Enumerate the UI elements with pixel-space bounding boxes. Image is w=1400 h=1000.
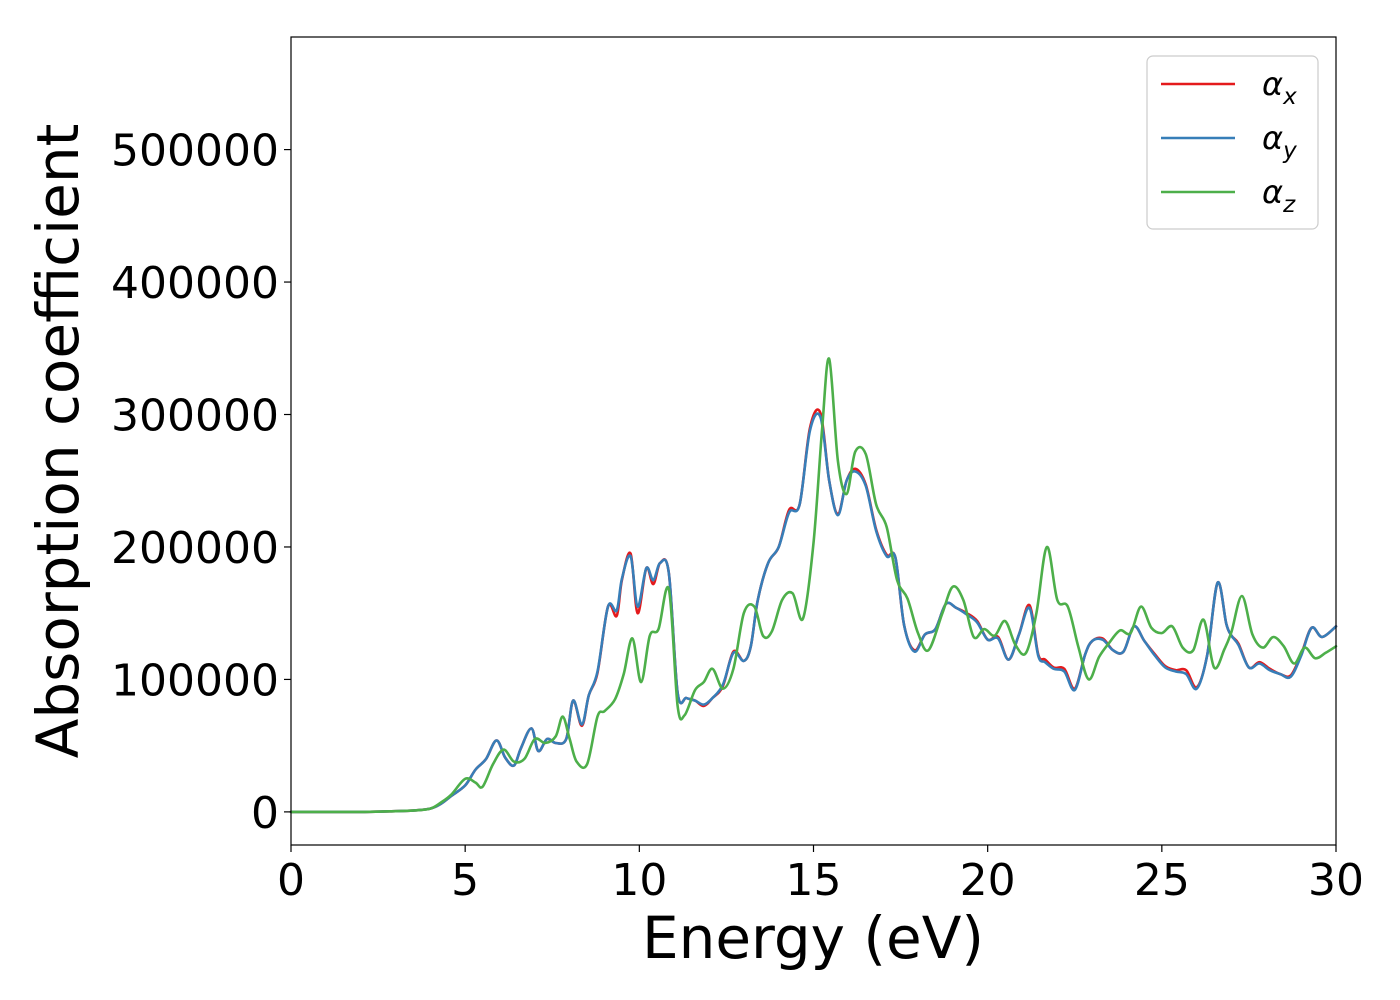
y-tick-label: 400000 [111, 258, 279, 309]
y-axis-label: Absorption coefficient [24, 124, 92, 759]
y-tick-label: 300000 [111, 391, 279, 442]
x-tick-label: 30 [1308, 855, 1364, 906]
legend-label-x: αx [1262, 65, 1297, 110]
y-axis-ticks: 0 100000 200000 300000 400000 500000 [111, 126, 291, 839]
y-tick-label: 100000 [111, 655, 279, 706]
series-line-z [289, 357, 1338, 814]
x-axis-label: Energy (eV) [642, 904, 984, 972]
y-tick-label: 200000 [111, 523, 279, 574]
x-tick-label: 0 [277, 855, 305, 906]
x-tick-label: 15 [786, 855, 842, 906]
y-tick-label: 500000 [111, 126, 279, 177]
legend-label-y: αy [1262, 119, 1297, 164]
x-tick-label: 20 [960, 855, 1016, 906]
x-tick-label: 25 [1134, 855, 1190, 906]
x-tick-label: 10 [611, 855, 667, 906]
legend-box [1146, 55, 1319, 230]
plot-lines [289, 357, 1338, 814]
legend: αx αy αz [1146, 55, 1319, 230]
series-line-y [289, 412, 1338, 814]
legend-label-z: αz [1262, 173, 1296, 218]
x-tick-label: 5 [451, 855, 479, 906]
y-tick-label: 0 [251, 788, 279, 839]
x-axis-ticks: 0 5 10 15 20 25 30 [277, 845, 1364, 906]
